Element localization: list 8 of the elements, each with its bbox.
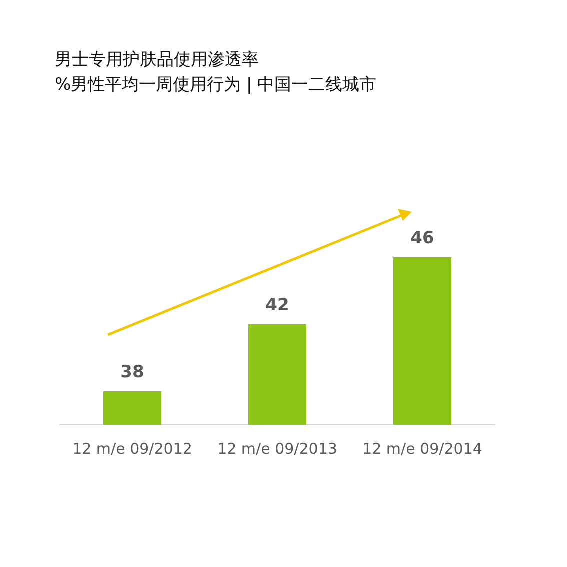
data-label: 38 bbox=[120, 362, 144, 382]
x-tick-label: 12 m/e 09/2014 bbox=[362, 440, 482, 458]
data-label: 46 bbox=[410, 228, 434, 248]
chart-title: 男士专用护肤品使用渗透率 bbox=[55, 49, 260, 72]
x-tick-label: 12 m/e 09/2013 bbox=[218, 440, 338, 458]
data-label: 42 bbox=[266, 295, 290, 316]
x-tick-label: 12 m/e 09/2012 bbox=[72, 440, 192, 458]
chart-subtitle: %男性平均一周使用行为 | 中国一二线城市 bbox=[55, 74, 377, 97]
